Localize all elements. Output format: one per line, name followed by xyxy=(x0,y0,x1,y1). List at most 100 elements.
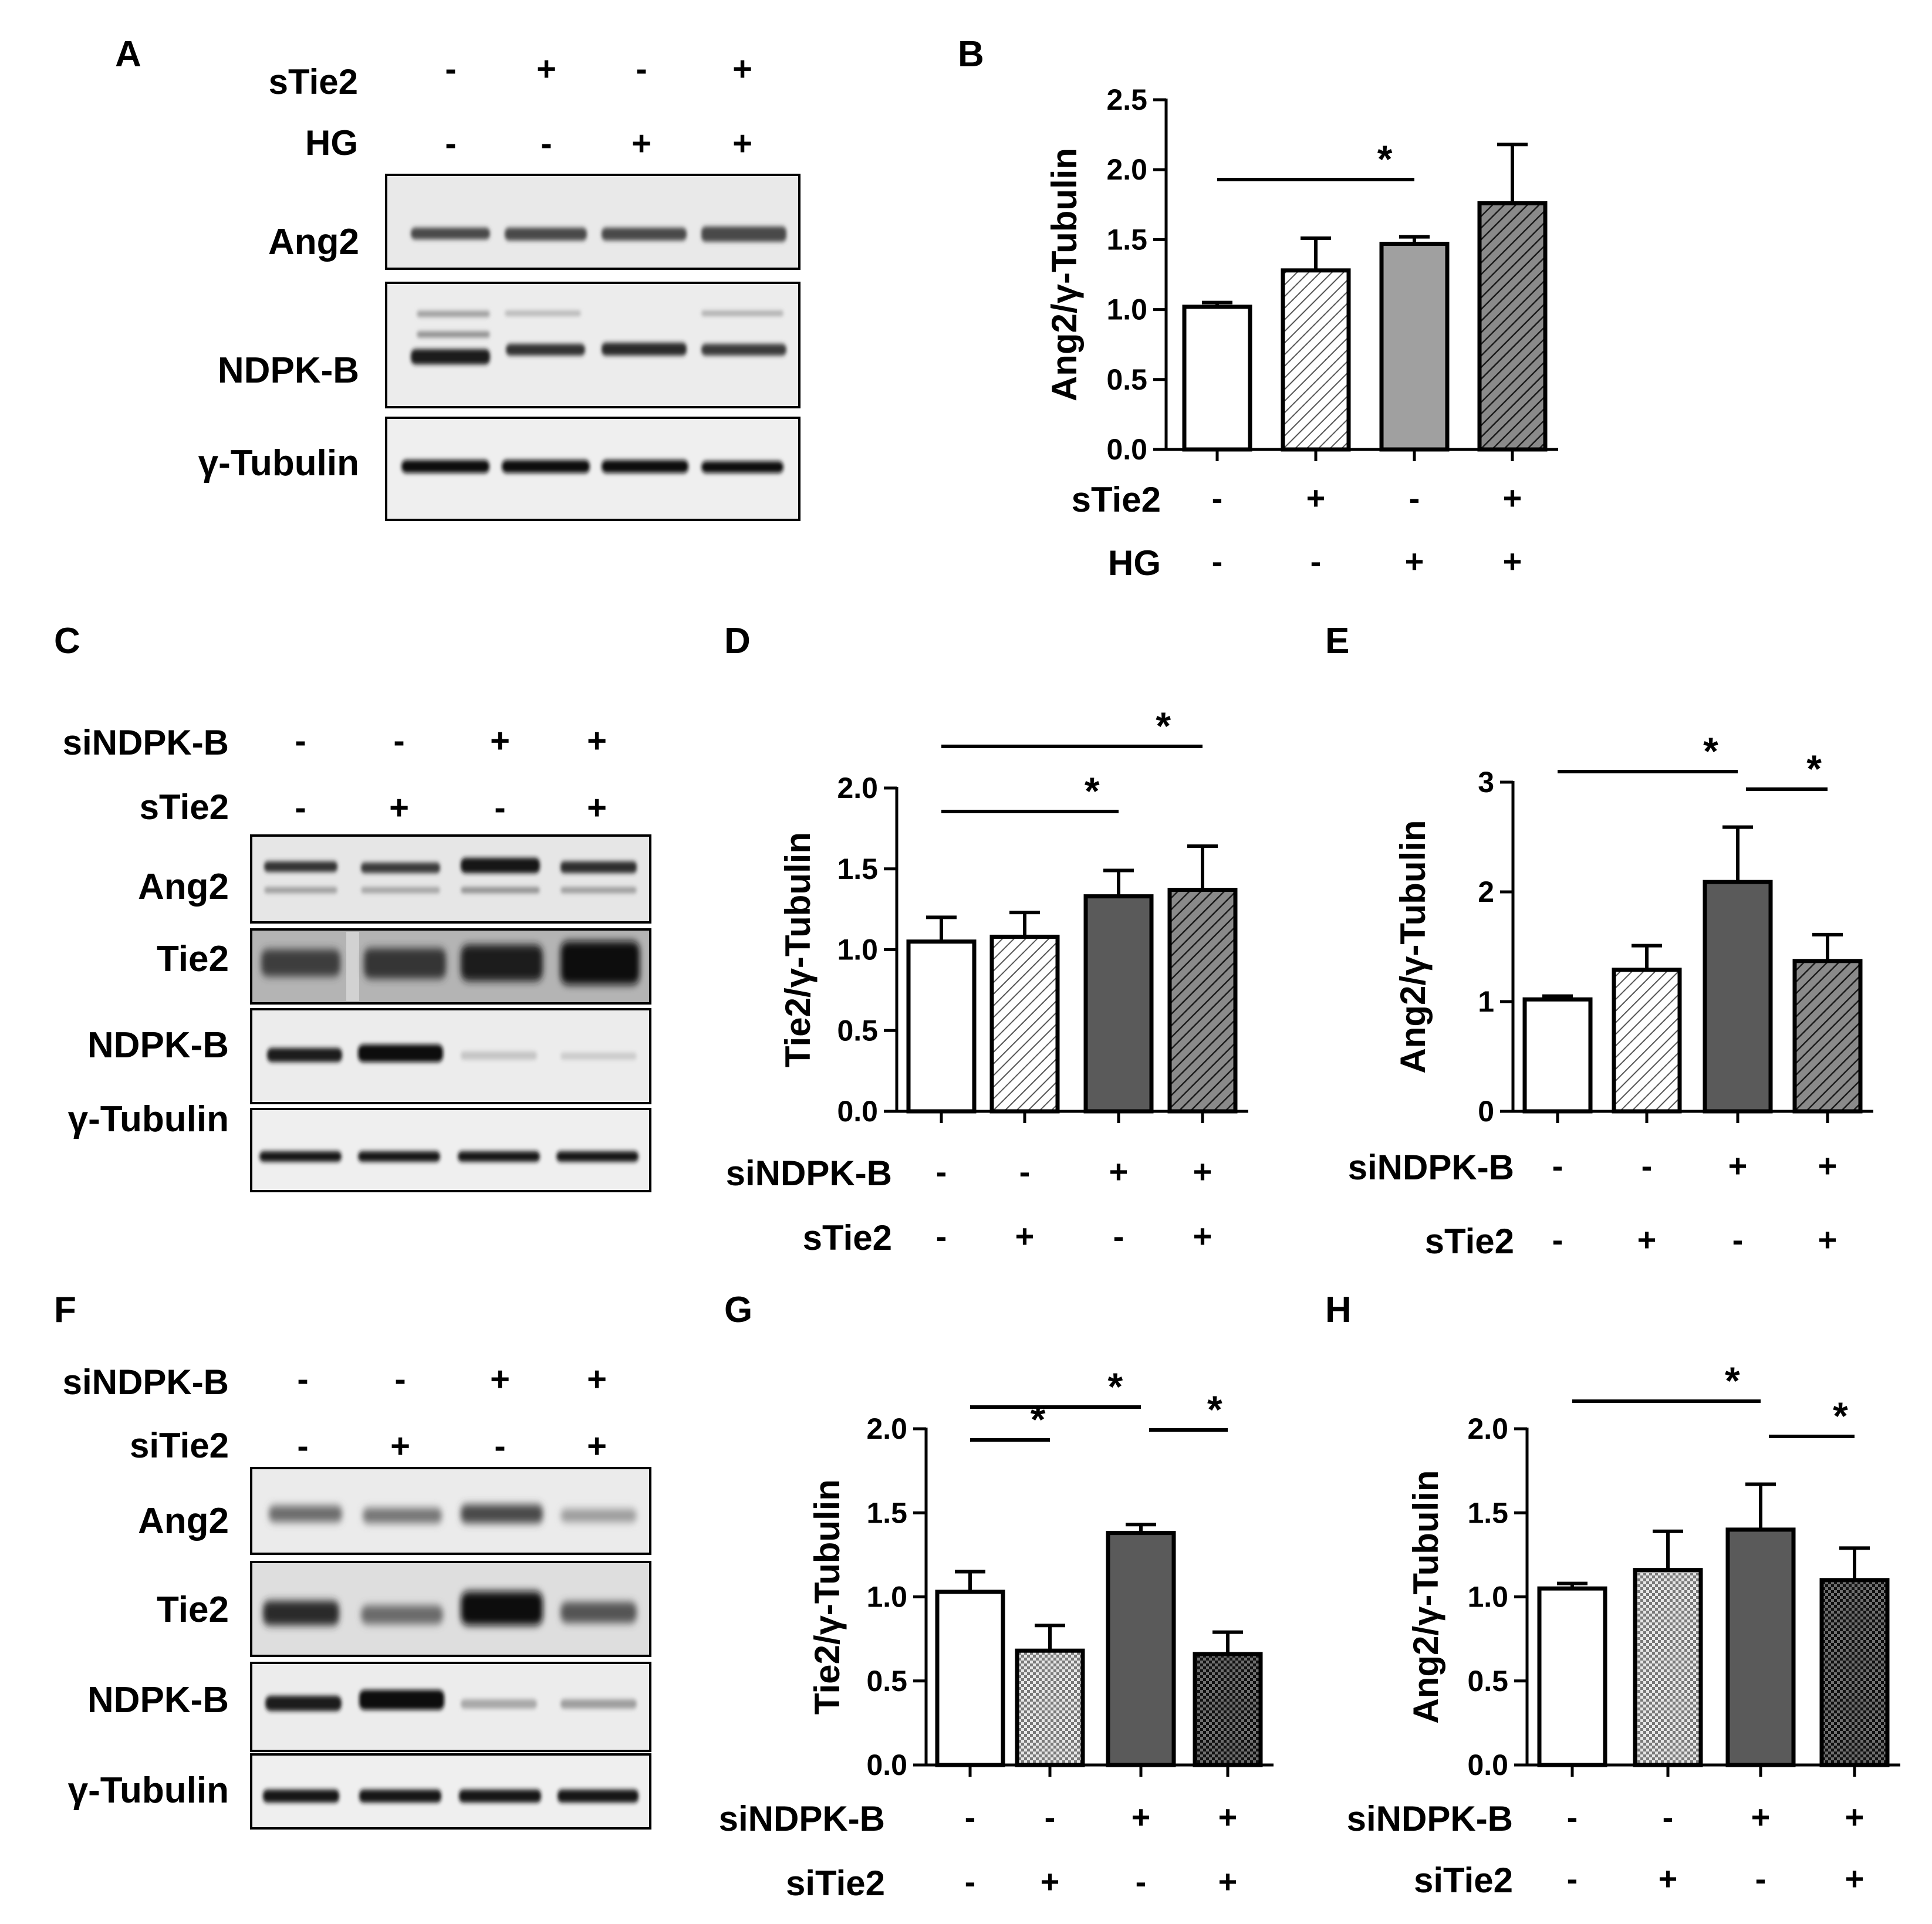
condition-label-hg: HG xyxy=(305,123,358,163)
y-tick-label: 1.0 xyxy=(866,1581,907,1614)
y-tick-label: 2.0 xyxy=(1467,1412,1508,1445)
condition-sign: - xyxy=(1732,1221,1744,1258)
condition-sign: - xyxy=(1409,479,1420,516)
condition-sign: - xyxy=(1212,543,1223,580)
condition-sign: - xyxy=(445,124,456,163)
y-axis-label: Tie2/γ-Tubulin xyxy=(808,1479,847,1715)
significance-star: * xyxy=(1377,137,1393,181)
bar xyxy=(906,939,977,1114)
condition-sign: - xyxy=(297,1360,308,1398)
condition-sign: + xyxy=(1109,1153,1129,1190)
band-label-tie2: Tie2 xyxy=(157,1590,229,1630)
significance-star: * xyxy=(1156,704,1171,748)
blot-bands-gamma-tubulin xyxy=(401,460,783,473)
bar xyxy=(1167,888,1238,1114)
condition-sign: + xyxy=(536,50,556,88)
condition-sign: - xyxy=(445,50,456,88)
blot-membrane-ang2 xyxy=(385,174,801,270)
y-tick-label: 0.5 xyxy=(1106,363,1147,396)
condition-sign: + xyxy=(390,1427,410,1465)
y-tick-label: 0.5 xyxy=(1467,1665,1508,1698)
band-label-ndpk-b: NDPK-B xyxy=(87,1680,229,1720)
condition-sign: - xyxy=(1019,1153,1031,1190)
y-tick-label: 1.5 xyxy=(1467,1496,1508,1529)
condition-sign: - xyxy=(541,124,552,163)
y-tick-label: 0 xyxy=(1478,1095,1494,1128)
condition-label: siTie2 xyxy=(1414,1861,1513,1900)
blot-bands-ang2 xyxy=(264,858,637,893)
condition-sign: + xyxy=(1503,479,1522,516)
condition-sign: - xyxy=(494,1427,505,1465)
significance-star: * xyxy=(1085,769,1100,813)
blot-membrane-gamma-tubulin xyxy=(250,1108,651,1192)
panel-letter-e: E xyxy=(1325,621,1349,661)
significance-star: * xyxy=(1703,729,1718,773)
blot-panel-f: F siNDPK-B - - + + siTie2 - + - + Ang2 T… xyxy=(54,1290,651,1830)
panel-letter-d: D xyxy=(724,621,751,661)
bar-chart-b: 0.0 0.5 1.0 1.5 2.0 2.5 Ang2/γ-Tubulin sTie2 - + -… xyxy=(1045,83,1558,583)
y-tick-label: 1.5 xyxy=(837,853,878,885)
y-tick-label: 2.5 xyxy=(1106,83,1147,116)
condition-sign: - xyxy=(295,722,306,760)
band-label-ndpk-b: NDPK-B xyxy=(87,1025,229,1066)
y-tick-label: 2.0 xyxy=(866,1412,907,1445)
condition-sign: - xyxy=(295,789,306,827)
blot-bands-ndpk-b xyxy=(265,1690,637,1711)
bar xyxy=(1612,968,1682,1114)
bar xyxy=(1281,268,1351,452)
blot-panel-a: A sTie2 - + - + HG - - + + Ang2 NDPK-B xyxy=(115,34,801,521)
blot-bands-tie2 xyxy=(261,941,640,985)
blot-bands-ang2 xyxy=(269,1504,637,1523)
condition-sign: + xyxy=(587,789,607,827)
bar-chart-e: 0 1 2 3 Ang2/γ-Tubulin siNDPK-B - - + + sTie2 - + - + *… xyxy=(1348,729,1873,1261)
condition-sign: + xyxy=(1637,1221,1657,1258)
y-tick-label: 1.0 xyxy=(837,934,878,966)
y-tick-label: 2 xyxy=(1478,875,1494,908)
blot-panel-c: C siNDPK-B - - + + sTie2 - + - + Ang2 Ti… xyxy=(54,621,651,1192)
condition-sign: + xyxy=(490,722,510,760)
condition-label: siTie2 xyxy=(786,1864,885,1903)
y-tick-label: 0.0 xyxy=(837,1095,878,1128)
condition-sign: - xyxy=(1552,1147,1563,1184)
condition-sign: - xyxy=(936,1218,947,1255)
condition-sign: - xyxy=(965,1798,976,1835)
condition-sign: + xyxy=(1405,543,1424,580)
condition-label: siNDPK-B xyxy=(726,1154,892,1193)
condition-label-sitie2: siTie2 xyxy=(130,1426,229,1465)
y-axis-label: Tie2/γ-Tubulin xyxy=(778,832,818,1067)
condition-sign: - xyxy=(393,722,404,760)
y-tick-label: 2.0 xyxy=(837,772,878,804)
condition-sign: - xyxy=(1212,479,1223,516)
condition-sign: + xyxy=(1845,1860,1865,1897)
condition-sign: - xyxy=(1567,1860,1578,1897)
condition-sign: + xyxy=(732,124,752,163)
condition-sign: - xyxy=(1663,1798,1674,1835)
condition-sign: + xyxy=(1818,1221,1838,1258)
band-label-gamma-tubulin: γ-Tubulin xyxy=(68,1770,229,1811)
bar xyxy=(1703,880,1773,1114)
significance-star: * xyxy=(1833,1394,1848,1438)
y-tick-label: 1.0 xyxy=(1467,1581,1508,1614)
bar xyxy=(1182,305,1252,452)
y-tick-label: 3 xyxy=(1478,766,1494,799)
band-label-ndpk-b: NDPK-B xyxy=(218,350,359,391)
condition-sign: - xyxy=(1045,1798,1056,1835)
blot-bands-tie2 xyxy=(263,1591,637,1625)
bar xyxy=(1537,1586,1607,1767)
condition-sign: + xyxy=(490,1360,510,1398)
condition-label: sTie2 xyxy=(1425,1222,1514,1261)
bar xyxy=(1522,997,1593,1114)
y-tick-label: 1.5 xyxy=(866,1496,907,1529)
condition-sign: + xyxy=(1193,1153,1212,1190)
condition-sign: + xyxy=(1503,543,1522,580)
y-axis-label: Ang2/γ-Tubulin xyxy=(1406,1470,1445,1723)
condition-label-stie2: sTie2 xyxy=(269,62,358,102)
y-axis-label: Ang2/γ-Tubulin xyxy=(1393,820,1433,1073)
condition-sign: + xyxy=(1015,1218,1035,1255)
condition-label: sTie2 xyxy=(803,1218,892,1257)
condition-sign: + xyxy=(1845,1798,1865,1835)
bar-chart-h: 0.0 0.5 1.0 1.5 2.0 Ang2/γ-Tubulin siNDPK-B - - +… xyxy=(1347,1359,1900,1900)
condition-sign: + xyxy=(1659,1860,1678,1897)
significance-star: * xyxy=(1725,1359,1740,1402)
blot-bands-gamma-tubulin xyxy=(263,1790,639,1803)
